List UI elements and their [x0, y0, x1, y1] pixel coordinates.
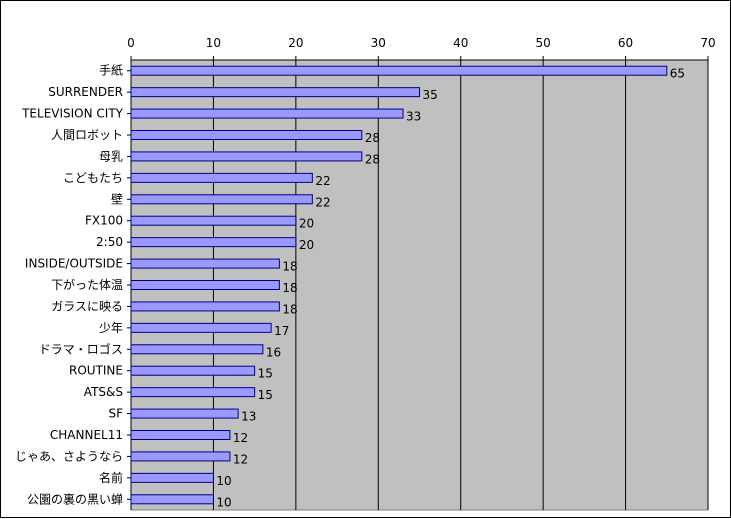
bar — [130, 344, 264, 355]
bar — [130, 65, 668, 76]
data-label: 17 — [274, 324, 289, 338]
data-label: 18 — [282, 281, 297, 295]
bar — [130, 215, 297, 226]
x-tick-label: 20 — [288, 36, 303, 50]
x-tick-label: 50 — [536, 36, 551, 50]
data-label: 18 — [282, 260, 297, 274]
data-label: 28 — [365, 152, 380, 166]
data-label: 33 — [406, 110, 421, 124]
category-label: じゃあ、さようなら — [15, 449, 123, 463]
data-label: 15 — [258, 388, 273, 402]
category-label: INSIDE/OUTSIDE — [25, 257, 123, 271]
data-label: 10 — [216, 495, 231, 509]
category-label: FX100 — [85, 214, 123, 228]
x-tick-label: 40 — [453, 36, 468, 50]
data-label: 22 — [315, 174, 330, 188]
data-label: 12 — [233, 431, 248, 445]
x-tick-label: 60 — [618, 36, 633, 50]
data-label: 28 — [365, 131, 380, 145]
bar — [130, 365, 256, 376]
category-label: TELEVISION CITY — [21, 107, 124, 121]
data-label: 15 — [258, 367, 273, 381]
category-label: ATS&S — [84, 385, 123, 399]
bar — [130, 172, 313, 183]
x-tick-label: 70 — [700, 36, 715, 50]
bar — [130, 280, 280, 290]
bar — [130, 194, 313, 205]
bar — [130, 494, 214, 505]
data-labels: 6535332828222220201818181716151513121210… — [216, 67, 685, 510]
bar — [130, 301, 280, 312]
bars — [130, 65, 668, 505]
x-tick-label: 30 — [371, 36, 386, 50]
bar — [130, 130, 363, 140]
category-label: 母乳 — [99, 149, 123, 163]
bar — [130, 408, 239, 419]
category-label: 公園の裏の黒い蝉 — [27, 491, 123, 506]
category-label: 下がった体温 — [51, 277, 123, 292]
bar — [130, 472, 214, 483]
data-label: 16 — [266, 345, 281, 359]
data-label: 20 — [299, 217, 314, 231]
x-tick-label: 0 — [127, 36, 135, 50]
category-label: 名前 — [99, 470, 123, 485]
category-label: ガラスに映る — [51, 299, 123, 313]
data-label: 35 — [423, 88, 438, 102]
bar — [130, 108, 404, 119]
category-label: 2:50 — [96, 235, 123, 249]
category-label: 人間ロボット — [51, 128, 123, 142]
data-label: 10 — [216, 474, 231, 488]
bar — [130, 237, 297, 248]
category-label: SF — [108, 407, 123, 421]
data-label: 65 — [670, 67, 685, 81]
category-label: 少年 — [99, 321, 123, 335]
category-label: 壁 — [111, 191, 123, 206]
bar — [130, 451, 231, 462]
category-label: CHANNEL11 — [50, 428, 123, 442]
bar — [130, 322, 272, 333]
bar — [130, 151, 363, 162]
category-labels: 手紙 SURRENDER TELEVISION CITY 人間ロボット母乳こどもたち壁… — [15, 63, 131, 506]
data-label: 13 — [241, 410, 256, 424]
category-label: SURRENDER — [48, 85, 123, 99]
bar — [130, 87, 420, 98]
category-label: 手紙 — [99, 63, 123, 78]
bar — [130, 430, 231, 440]
bar — [130, 387, 256, 398]
data-label: 18 — [282, 302, 297, 316]
x-tick-label: 10 — [206, 36, 221, 50]
bar — [130, 258, 280, 269]
category-label: ドラマ・ロゴス — [39, 341, 123, 356]
category-label: こどもたち — [63, 171, 123, 185]
category-label: ROUTINE — [69, 364, 123, 378]
data-label: 12 — [233, 452, 248, 466]
data-label: 20 — [299, 238, 314, 252]
data-label: 22 — [315, 195, 330, 209]
